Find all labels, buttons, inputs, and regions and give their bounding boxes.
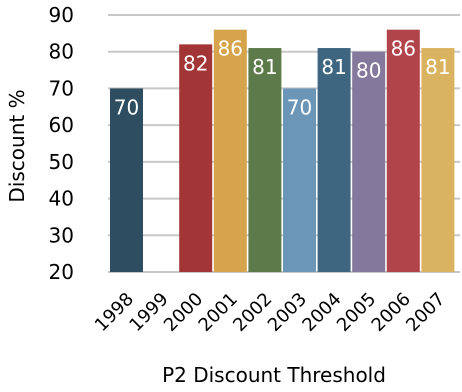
bar-2004	[317, 48, 351, 272]
x-tick-label: 2005	[333, 289, 380, 336]
x-tick-label: 2002	[229, 289, 276, 336]
bar-2002	[248, 48, 282, 272]
data-label: 86	[391, 37, 416, 61]
data-label: 86	[218, 37, 243, 61]
bar-2005	[352, 51, 386, 272]
y-tick-label: 50	[49, 150, 74, 174]
data-label: 81	[252, 55, 277, 79]
data-label: 70	[114, 95, 139, 119]
y-axis-ticks: 20 30 40 50 60 70 80 90	[49, 3, 74, 284]
y-tick-label: 90	[49, 3, 74, 27]
bar-2003	[283, 88, 316, 272]
data-label: 82	[183, 51, 208, 75]
y-axis-title: Discount %	[5, 89, 29, 202]
x-tick-label: 2007	[402, 289, 449, 336]
bar-2000	[179, 44, 213, 272]
y-tick-label: 40	[49, 187, 74, 211]
x-tick-label: 2001	[195, 289, 242, 336]
y-tick-label: 30	[49, 223, 74, 247]
data-label: 80	[356, 59, 381, 83]
data-label: 81	[321, 55, 346, 79]
data-labels: 70 82 86 81 70 81 80 86 81	[114, 37, 451, 120]
bar-2001	[213, 29, 247, 272]
bar-2007	[421, 48, 455, 272]
y-tick-label: 20	[49, 260, 74, 284]
data-label: 70	[287, 95, 312, 119]
y-tick-label: 60	[49, 113, 74, 137]
x-tick-label: 1998	[91, 289, 138, 336]
data-label: 81	[425, 55, 450, 79]
bar-2006	[386, 29, 420, 272]
y-tick-label: 80	[49, 40, 74, 64]
y-tick-label: 70	[49, 76, 74, 100]
x-tick-label: 2000	[160, 289, 207, 336]
bars	[110, 29, 455, 272]
x-tick-label: 1999	[125, 289, 172, 336]
x-axis-title: P2 Discount Threshold	[162, 363, 386, 387]
x-tick-label: 2003	[264, 289, 311, 336]
x-tick-label: 2004	[298, 289, 345, 336]
x-tick-label: 2006	[368, 289, 415, 336]
bar-1998	[110, 88, 143, 272]
